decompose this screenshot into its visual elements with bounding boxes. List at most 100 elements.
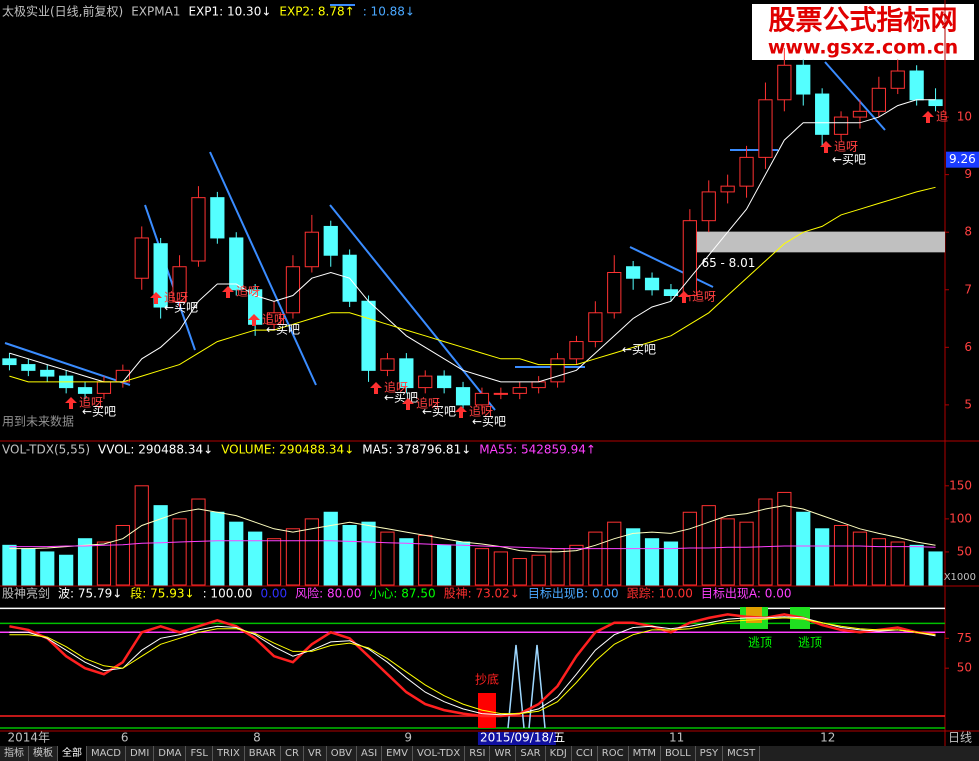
watermark-title: 股票公式指标网 — [769, 6, 958, 37]
tab[interactable]: WR — [490, 746, 517, 761]
volume-bar — [758, 498, 773, 586]
candle-body — [871, 87, 886, 112]
tab[interactable]: MCST — [723, 746, 761, 761]
legend-item: VVOL: 290488.34↓ — [98, 443, 213, 457]
tab[interactable]: CCI — [572, 746, 598, 761]
buy-arrow — [248, 314, 260, 326]
unit-label: X1000 — [944, 572, 976, 583]
x-tick-label: 2014年 — [7, 731, 50, 745]
legend-item: : 100.00 — [203, 587, 253, 601]
candle-body — [512, 387, 527, 394]
legend-item: 0.00 — [260, 587, 287, 601]
tab[interactable]: TRIX — [213, 746, 245, 761]
candle-body — [21, 364, 36, 371]
candle-body — [266, 312, 282, 325]
volume-bar — [777, 491, 792, 586]
buy-arrow — [222, 286, 234, 298]
candle-body — [285, 266, 301, 314]
volume-bar — [720, 518, 735, 586]
candle-body — [815, 93, 830, 135]
candle-body — [304, 231, 319, 268]
volume-bar — [59, 554, 74, 586]
legend-item: 股神亮剑 — [2, 586, 50, 601]
period: 日线 — [948, 731, 972, 745]
candle-body — [323, 225, 338, 256]
legend-item: 波: 75.79↓ — [58, 587, 122, 601]
candle-body — [682, 220, 697, 297]
volume-bar — [153, 505, 168, 586]
tab[interactable]: 指标 — [0, 746, 29, 761]
y-tick-label: 8 — [964, 225, 972, 239]
candle-body — [96, 381, 112, 394]
volume-bar — [644, 538, 660, 586]
volume-bar — [323, 511, 338, 586]
volume-bar — [172, 518, 187, 586]
volume-bar — [115, 524, 130, 586]
candle-body — [663, 289, 679, 297]
tab[interactable]: ASI — [357, 746, 383, 761]
annotation: 追呀 — [416, 396, 440, 411]
price-band — [688, 231, 945, 253]
candle-body — [550, 358, 565, 383]
candle-body — [588, 312, 603, 343]
volume-bar — [380, 531, 395, 586]
tab[interactable]: 全部 — [58, 746, 87, 761]
legend-item: : 10.88↓ — [363, 5, 415, 19]
tab[interactable]: EMV — [382, 746, 413, 761]
series-line — [9, 617, 936, 715]
tab[interactable]: 模板 — [29, 746, 58, 761]
candle-body — [134, 237, 149, 279]
tab[interactable]: VOL-TDX — [413, 746, 466, 761]
tab[interactable]: KDJ — [546, 746, 572, 761]
tab[interactable]: DMA — [154, 746, 187, 761]
legend-item: 小心: 87.50 — [369, 587, 435, 601]
tab[interactable]: ROC — [598, 746, 629, 761]
candle-body — [418, 375, 433, 389]
legend-item: 跟踪: 10.00 — [627, 587, 693, 601]
series-line — [9, 186, 936, 383]
tab[interactable]: DMI — [126, 746, 155, 761]
signal-label: 逃顶 — [798, 636, 822, 650]
candle-body — [2, 358, 17, 366]
tab[interactable]: SAR — [516, 746, 546, 761]
annotation: 追呀 — [79, 395, 103, 410]
tab[interactable]: BRAR — [245, 746, 281, 761]
tab[interactable]: OBV — [327, 746, 357, 761]
tab[interactable]: BOLL — [661, 746, 696, 761]
volume-bar — [474, 548, 490, 586]
volume-bar — [266, 538, 282, 586]
buy-arrow — [65, 397, 77, 409]
legend-item: EXPMA1 — [131, 5, 180, 19]
volume-bar — [890, 541, 905, 586]
annotation: 追 — [936, 109, 948, 124]
signal-box — [478, 693, 496, 728]
tab[interactable]: FSL — [186, 746, 213, 761]
tab[interactable]: MACD — [87, 746, 126, 761]
tab[interactable]: MTM — [629, 746, 661, 761]
series-line — [9, 613, 936, 718]
legend-item: MA5: 378796.81↓ — [362, 443, 471, 457]
tab[interactable]: RSI — [465, 746, 491, 761]
tab[interactable]: CR — [281, 746, 304, 761]
candle-body — [739, 156, 754, 187]
legend-item: EXP1: 10.30↓ — [188, 5, 271, 19]
volume-bar — [437, 544, 452, 586]
legend-item: EXP2: 8.78↑ — [279, 5, 354, 19]
volume-bar — [607, 521, 622, 586]
candle-body — [890, 70, 905, 89]
candle-body — [626, 266, 641, 279]
y-tick-label: 50 — [957, 661, 972, 675]
volume-bar — [361, 521, 376, 586]
candle-body — [361, 300, 376, 371]
x-tick-label: 6 — [121, 731, 129, 745]
y-tick-label: 9 — [964, 167, 972, 181]
candle-body — [720, 185, 735, 193]
volume-bar — [285, 528, 301, 586]
tab[interactable]: PSY — [696, 746, 724, 761]
buy-arrow — [820, 141, 832, 153]
tab[interactable]: VR — [304, 746, 327, 761]
volume-bar — [342, 524, 357, 586]
volume-bar — [928, 551, 943, 586]
signal-label: 抄底 — [475, 672, 499, 687]
